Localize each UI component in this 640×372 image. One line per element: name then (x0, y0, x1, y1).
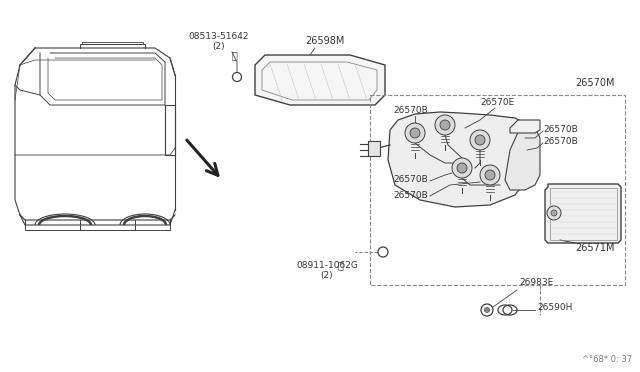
Circle shape (232, 73, 241, 81)
Circle shape (551, 210, 557, 216)
Circle shape (481, 304, 493, 316)
Circle shape (378, 247, 388, 257)
Text: 08513-51642
(2): 08513-51642 (2) (189, 32, 249, 51)
Text: ^°68* 0: 37: ^°68* 0: 37 (582, 355, 632, 364)
Text: 26590H: 26590H (537, 302, 572, 311)
Polygon shape (510, 120, 540, 133)
Circle shape (480, 165, 500, 185)
Text: Ⓝ: Ⓝ (337, 260, 343, 270)
Text: 26571M: 26571M (575, 243, 614, 253)
Circle shape (457, 163, 467, 173)
Circle shape (405, 123, 425, 143)
Text: 26570B: 26570B (393, 106, 428, 115)
Text: 26983E: 26983E (519, 278, 553, 287)
Circle shape (475, 135, 485, 145)
Circle shape (435, 115, 455, 135)
Text: 26570M: 26570M (575, 78, 614, 88)
Text: 26570B: 26570B (543, 138, 578, 147)
Text: 26570B: 26570B (393, 190, 428, 199)
Text: 26570E: 26570E (480, 98, 515, 107)
Text: 08911-1062G
(2): 08911-1062G (2) (296, 261, 358, 280)
Circle shape (547, 206, 561, 220)
Polygon shape (388, 112, 538, 207)
Circle shape (440, 120, 450, 130)
Text: Ⓢ: Ⓢ (231, 50, 237, 60)
Polygon shape (505, 128, 540, 190)
Text: 26570B: 26570B (543, 125, 578, 135)
Circle shape (470, 130, 490, 150)
Polygon shape (545, 184, 621, 243)
Text: 26570B: 26570B (393, 176, 428, 185)
Polygon shape (255, 55, 385, 105)
FancyBboxPatch shape (368, 141, 380, 156)
Text: 26598M: 26598M (305, 36, 344, 46)
Circle shape (485, 170, 495, 180)
Circle shape (452, 158, 472, 178)
Circle shape (484, 308, 490, 312)
Circle shape (410, 128, 420, 138)
